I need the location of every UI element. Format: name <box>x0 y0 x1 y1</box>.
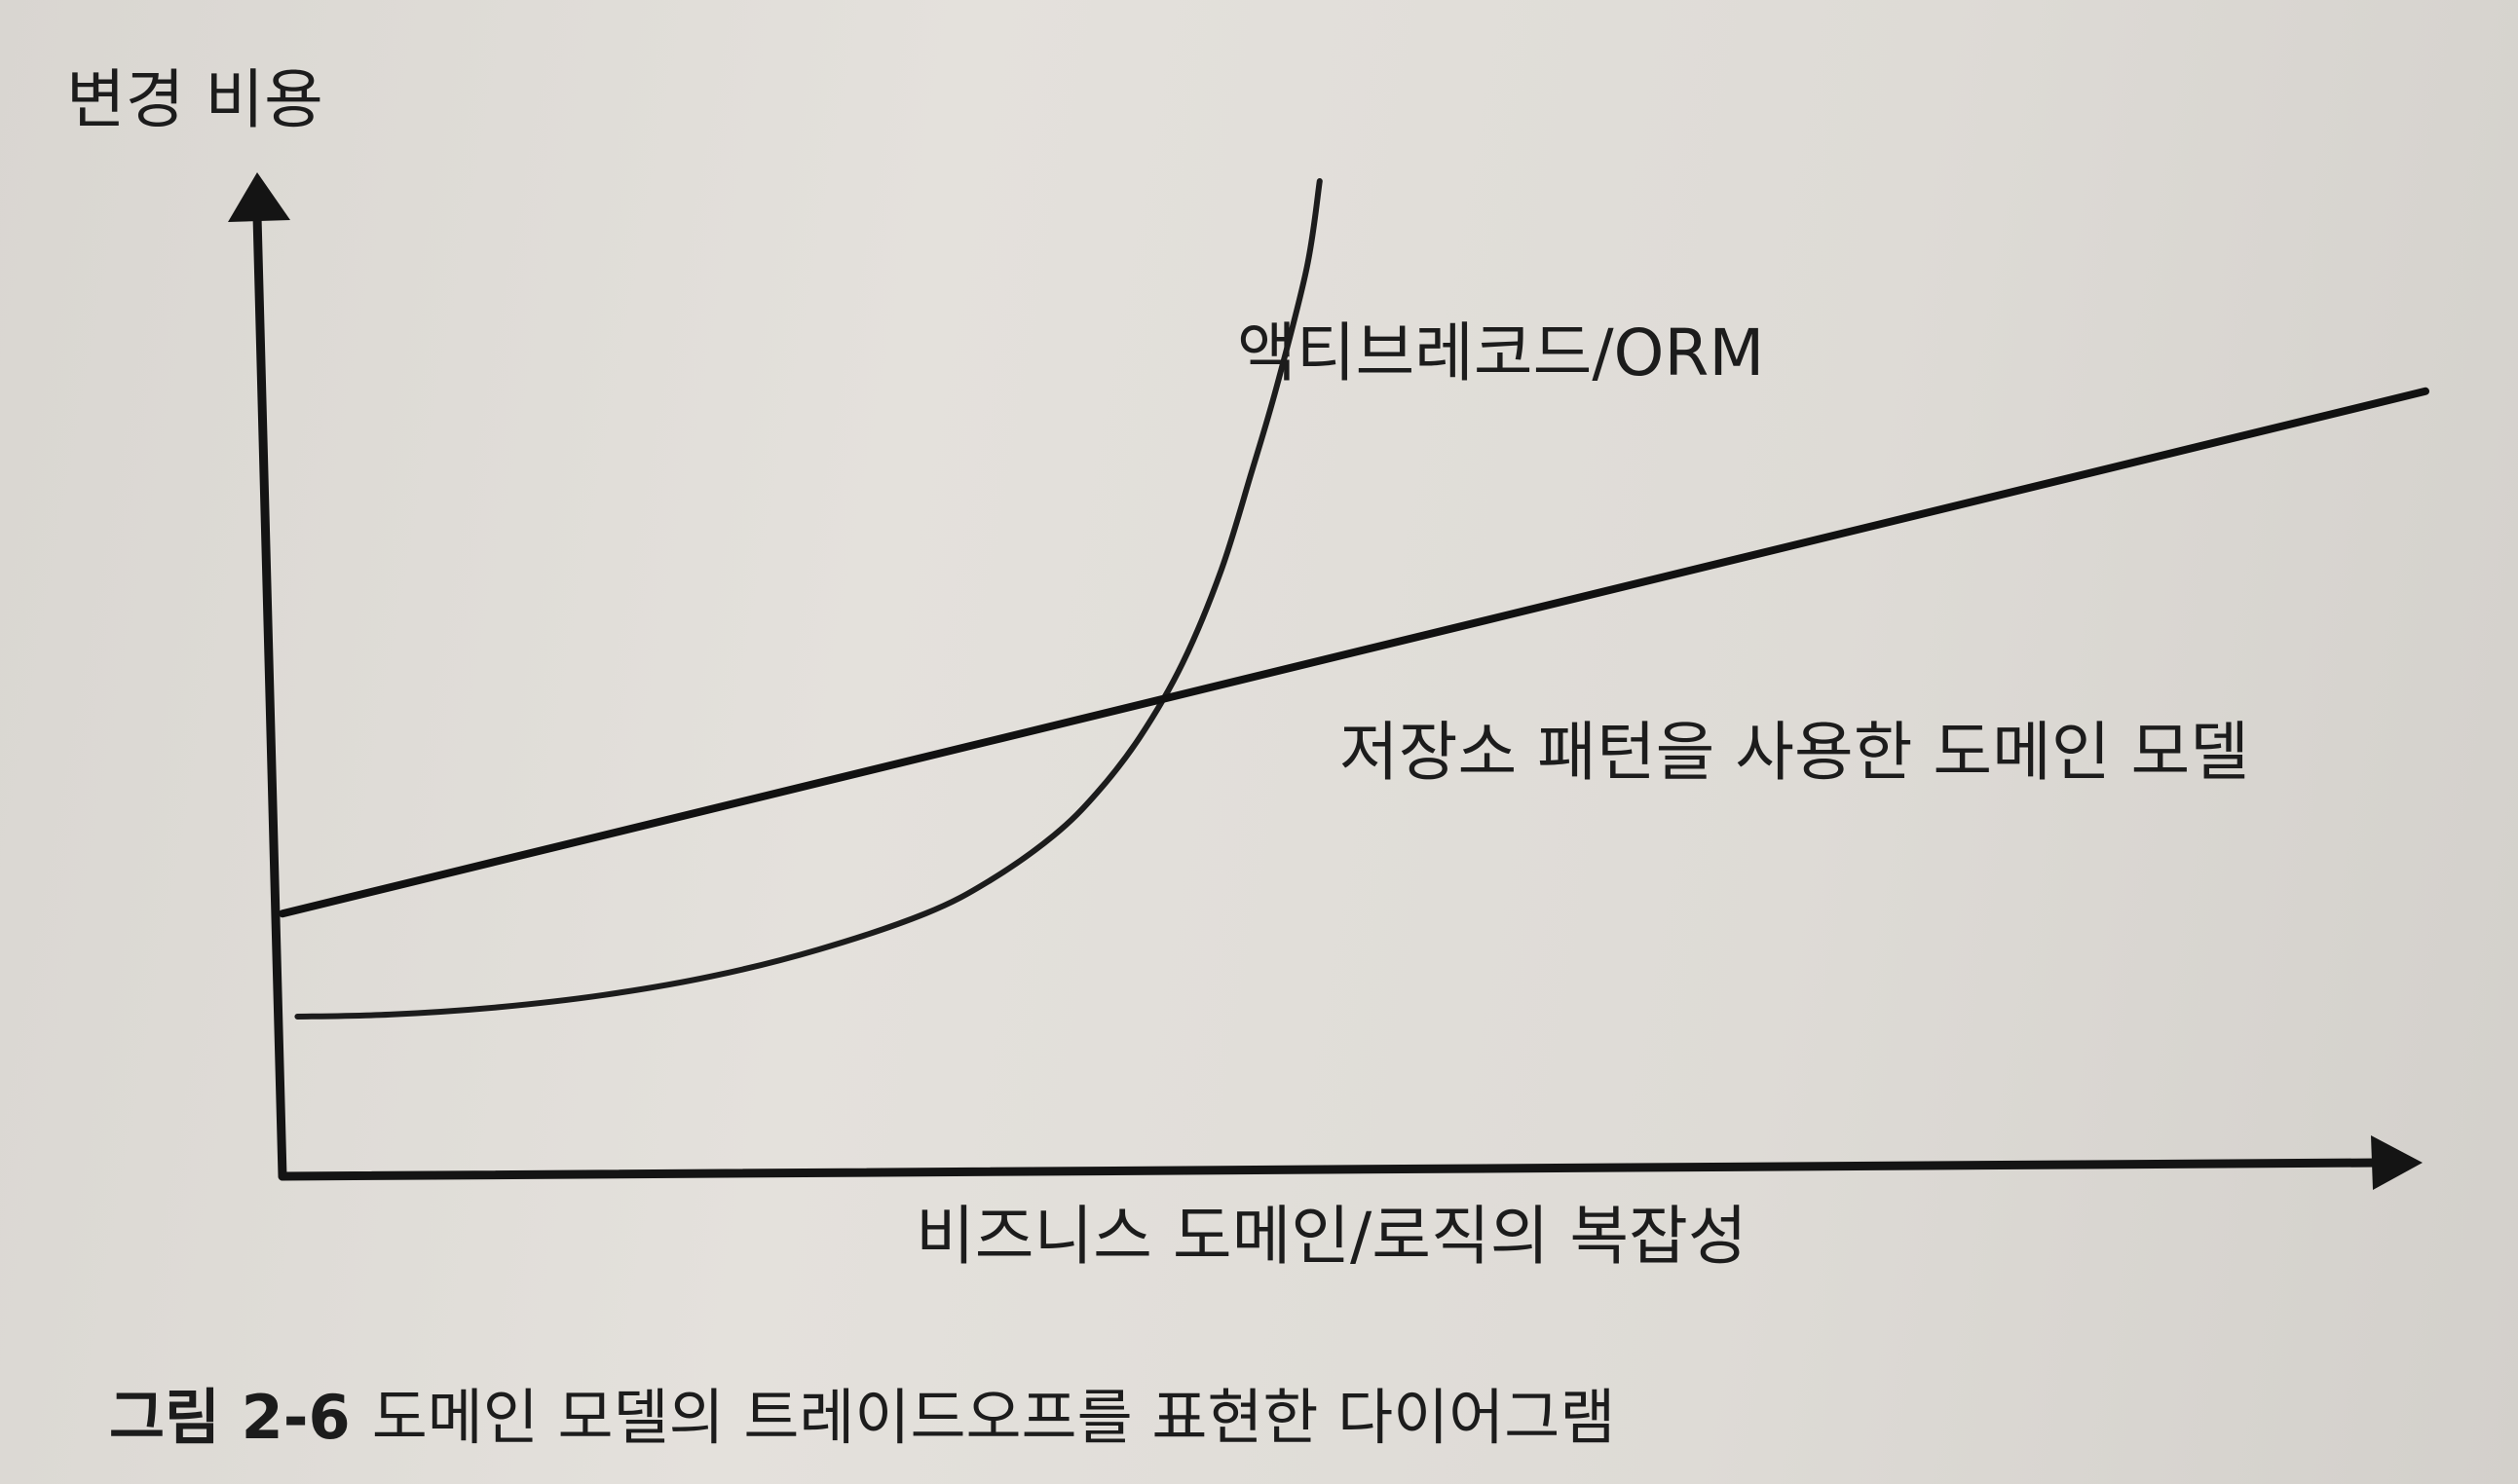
y-axis-title: 변경 비용 <box>66 62 323 137</box>
y-axis-arrow <box>228 172 290 222</box>
x-axis-line <box>278 1158 2384 1181</box>
series-line-domain-model <box>279 387 2429 918</box>
series-layer <box>279 178 2429 1020</box>
axes <box>228 172 2423 1190</box>
series-line-active-record-orm <box>294 178 1323 1020</box>
x-axis-arrow <box>2371 1135 2423 1190</box>
series-label-domain-model: 저장소 패턴을 사용한 도메인 모델 <box>1339 715 2249 790</box>
x-axis-title: 비즈니스 도메인/로직의 복잡성 <box>916 1199 1748 1274</box>
y-axis-line <box>252 211 287 1181</box>
figure-caption-text: 도메인 모델의 트레이드오프를 표현한 다이어그램 <box>371 1382 1616 1453</box>
figure-caption: 그림 2-6 도메인 모델의 트레이드오프를 표현한 다이어그램 <box>109 1368 1615 1456</box>
figure-caption-number: 그림 2-6 <box>109 1382 351 1453</box>
series-label-active-record-orm: 액티브레코드/ORM <box>1237 315 1764 390</box>
